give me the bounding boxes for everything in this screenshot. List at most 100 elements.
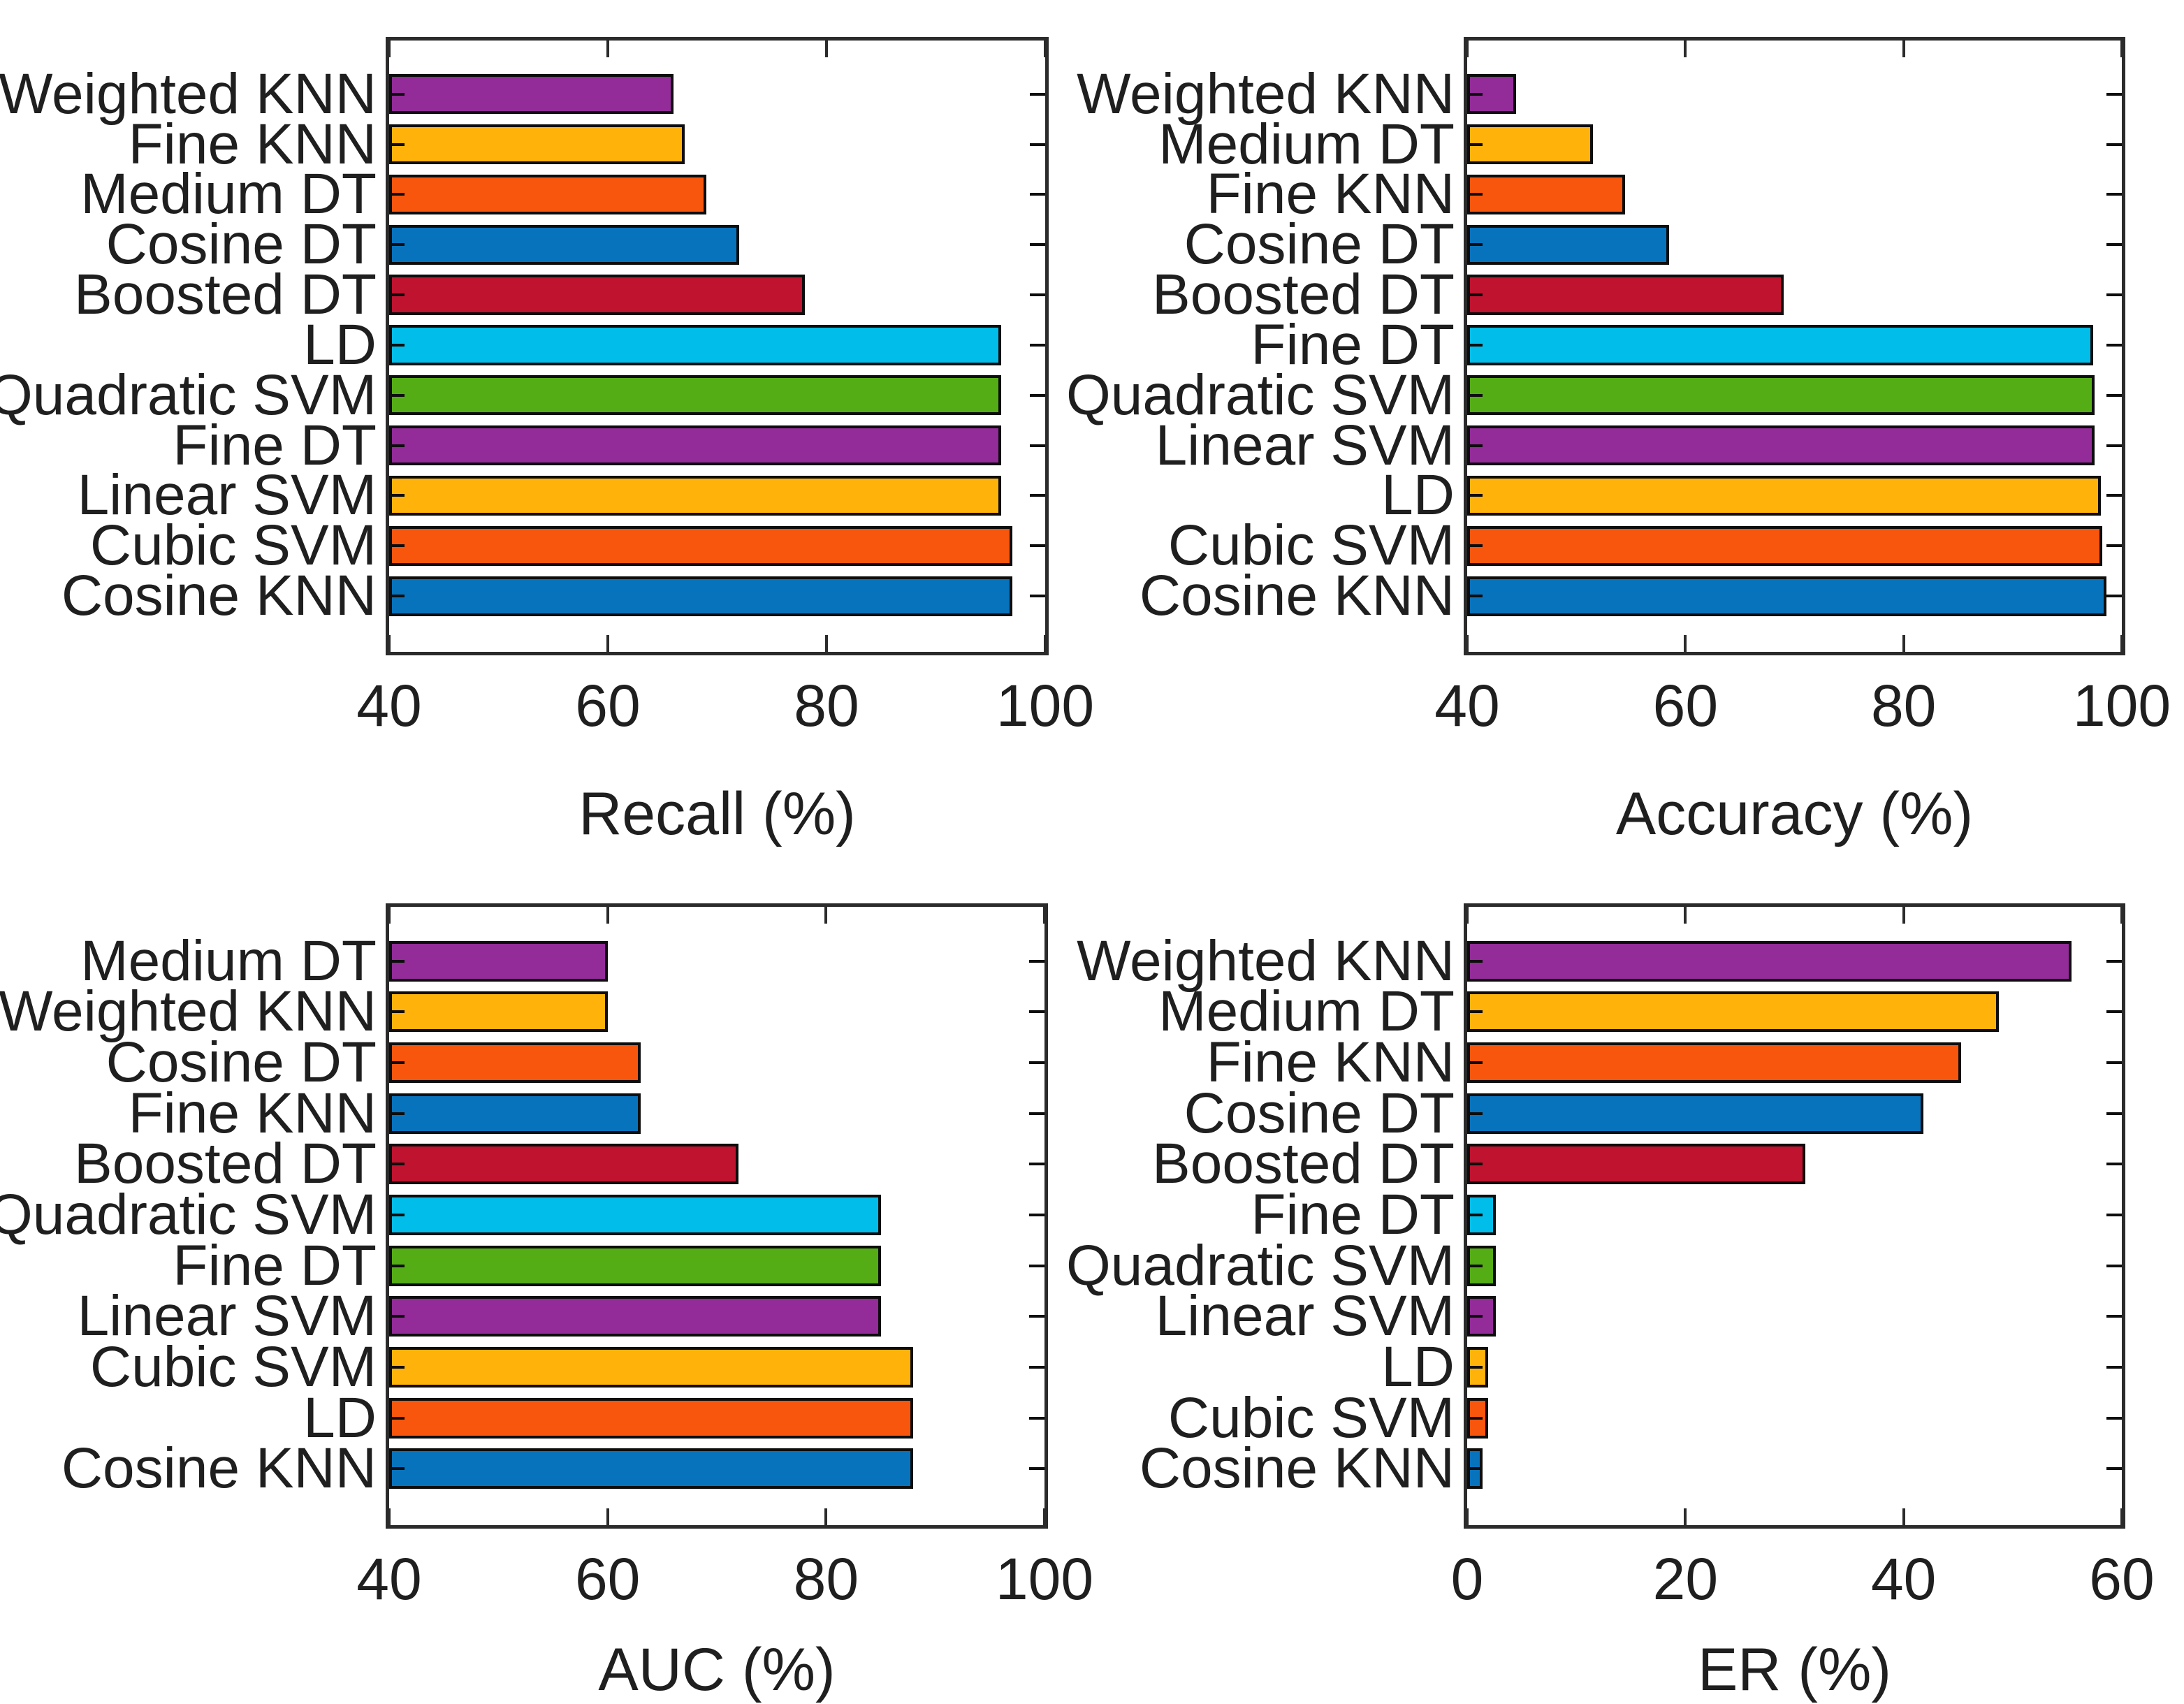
- y-tick: [2106, 293, 2122, 297]
- y-tick: [1029, 1061, 1044, 1064]
- bar-medium-dt: [389, 174, 706, 215]
- bar-fine-dt: [389, 425, 1002, 466]
- category-label-fine-knn: Fine KNN: [128, 112, 377, 176]
- y-tick: [2106, 1213, 2122, 1216]
- x-axis-label: AUC (%): [598, 1636, 836, 1703]
- y-tick: [389, 1264, 405, 1267]
- y-tick: [389, 143, 405, 146]
- category-label-ld: LD: [303, 312, 377, 377]
- y-tick: [389, 293, 405, 297]
- y-tick: [389, 92, 405, 96]
- x-tick: [824, 1508, 828, 1525]
- y-tick: [1029, 1112, 1044, 1115]
- y-tick: [1029, 1467, 1044, 1471]
- x-tick: [2120, 635, 2123, 652]
- category-label-cosine-dt: Cosine DT: [1184, 212, 1455, 277]
- bar-fine-dt: [389, 1245, 881, 1286]
- y-tick: [1467, 243, 1483, 247]
- y-tick: [1030, 393, 1045, 397]
- x-tick: [1043, 1508, 1046, 1525]
- x-tick-label: 80: [793, 1546, 859, 1612]
- y-tick: [389, 393, 405, 397]
- x-tick: [825, 41, 828, 57]
- bar-cubic-svm: [1467, 525, 2102, 566]
- category-label-boosted-dt: Boosted DT: [1152, 1132, 1455, 1196]
- x-tick: [1902, 41, 1905, 57]
- x-tick: [1902, 635, 1905, 652]
- category-label-linear-svm: Linear SVM: [77, 1284, 377, 1348]
- bar-medium-dt: [1467, 124, 1593, 165]
- bar-ld: [1467, 475, 2102, 516]
- x-tick: [388, 1508, 391, 1525]
- category-label-cosine-knn: Cosine KNN: [1139, 1436, 1455, 1501]
- y-tick: [2106, 1010, 2122, 1014]
- category-label-boosted-dt: Boosted DT: [74, 263, 377, 327]
- bar-boosted-dt: [1467, 1144, 1806, 1185]
- y-tick: [1030, 92, 1045, 96]
- x-tick: [606, 635, 609, 652]
- category-label-cosine-dt: Cosine DT: [105, 1030, 377, 1094]
- x-tick: [1902, 907, 1905, 924]
- y-tick: [389, 1315, 405, 1318]
- y-tick: [389, 595, 405, 598]
- y-tick: [389, 1112, 405, 1115]
- y-tick: [2106, 1264, 2122, 1267]
- y-tick: [2106, 595, 2122, 598]
- bar-fine-knn: [1467, 1042, 1962, 1083]
- bar-fine-knn: [389, 1093, 641, 1134]
- x-tick-label: 40: [356, 673, 422, 738]
- bar-fine-knn: [389, 124, 685, 165]
- y-tick: [1467, 1315, 1483, 1318]
- bar-boosted-dt: [389, 1144, 739, 1185]
- x-tick-label: 60: [1652, 673, 1719, 738]
- category-label-quadratic-svm: Quadratic SVM: [0, 363, 377, 427]
- x-tick: [606, 41, 609, 57]
- bar-linear-svm: [389, 1296, 881, 1337]
- y-tick: [389, 959, 405, 963]
- category-label-boosted-dt: Boosted DT: [1152, 263, 1455, 327]
- y-tick: [1030, 444, 1045, 447]
- y-tick: [2106, 1467, 2122, 1471]
- x-tick-label: 40: [1870, 1546, 1937, 1612]
- category-label-fine-dt: Fine DT: [173, 413, 377, 477]
- y-tick: [2106, 544, 2122, 548]
- y-tick: [1467, 1163, 1483, 1166]
- bar-cosine-knn: [389, 1448, 914, 1490]
- y-tick: [1467, 1112, 1483, 1115]
- category-label-cosine-knn: Cosine KNN: [61, 1436, 377, 1501]
- y-tick: [2106, 444, 2122, 447]
- category-label-quadratic-svm: Quadratic SVM: [0, 1182, 377, 1246]
- bar-quadratic-svm: [1467, 375, 2095, 416]
- y-tick: [2106, 1112, 2122, 1115]
- x-tick: [1466, 1508, 1469, 1525]
- x-tick: [606, 907, 609, 924]
- bar-weighted-knn: [1467, 940, 2072, 982]
- y-tick: [1029, 1416, 1044, 1420]
- y-tick: [1467, 393, 1483, 397]
- y-tick: [2106, 1315, 2122, 1318]
- bar-cosine-dt: [389, 1042, 641, 1083]
- category-label-linear-svm: Linear SVM: [1155, 1284, 1455, 1348]
- category-label-fine-dt: Fine DT: [1251, 312, 1455, 377]
- y-tick: [1030, 193, 1045, 196]
- y-tick: [389, 1010, 405, 1014]
- bar-cosine-knn: [389, 576, 1013, 616]
- x-tick-label: 20: [1652, 1546, 1719, 1612]
- y-tick: [389, 544, 405, 548]
- y-tick: [1467, 1416, 1483, 1420]
- y-tick: [1030, 143, 1045, 146]
- bar-ld: [389, 325, 1002, 365]
- y-tick: [1030, 343, 1045, 347]
- y-tick: [389, 1061, 405, 1064]
- bar-cosine-dt: [1467, 224, 1669, 265]
- bar-cubic-svm: [389, 525, 1013, 566]
- category-label-weighted-knn: Weighted KNN: [0, 980, 377, 1044]
- x-tick-label: 80: [794, 673, 859, 738]
- bar-weighted-knn: [389, 991, 608, 1033]
- x-tick: [388, 41, 391, 57]
- category-label-cubic-svm: Cubic SVM: [89, 514, 377, 578]
- y-tick: [2106, 193, 2122, 196]
